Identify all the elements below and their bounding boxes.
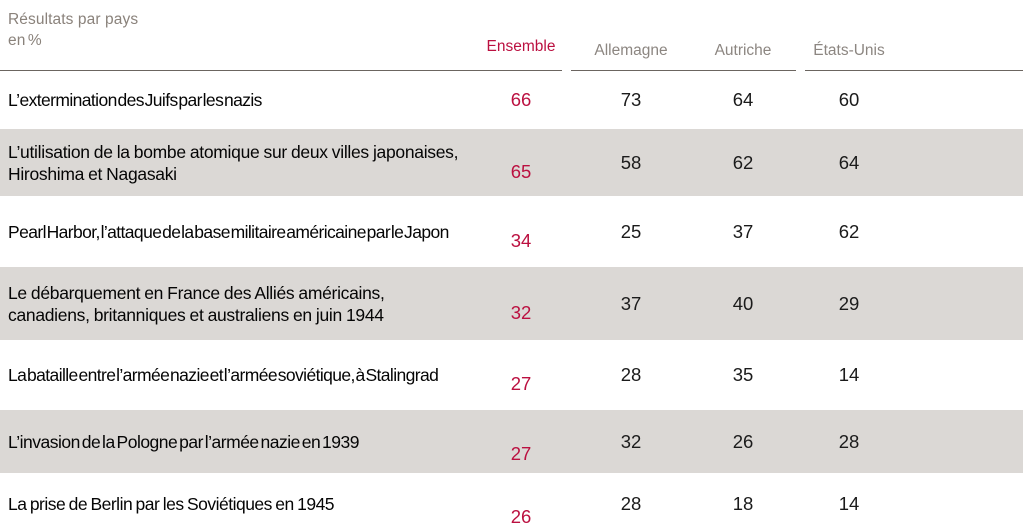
cell-autriche: 64 <box>732 89 754 110</box>
table-row: L’invasion de la Pologne par l’armée naz… <box>0 410 1023 473</box>
row-label: Le débarquement en France des Alliés amé… <box>8 282 385 325</box>
cell-etats-unis: 29 <box>838 292 860 314</box>
cell-autriche: 26 <box>732 430 754 452</box>
cell-autriche: 37 <box>732 220 754 242</box>
cell-etats-unis: 60 <box>838 89 860 110</box>
cell-ensemble: 32 <box>510 301 532 323</box>
table-title-line1: Résultats par pays <box>8 11 139 28</box>
cell-allemagne: 25 <box>620 220 642 242</box>
cell-ensemble: 27 <box>510 442 532 464</box>
cell-ensemble: 66 <box>510 89 532 110</box>
cell-autriche: 35 <box>732 364 754 385</box>
header-rule-gap <box>796 70 805 71</box>
cell-etats-unis: 62 <box>838 220 860 242</box>
table-row: Pearl Harbor, l’attaque de la base milit… <box>0 196 1023 267</box>
column-header-autriche: Autriche <box>714 42 772 59</box>
row-label: L’invasion de la Pologne par l’armée naz… <box>8 431 359 452</box>
column-header-etats-unis: États-Unis <box>813 42 885 59</box>
table-body: L’extermination des Juifs par les nazis … <box>0 71 1023 525</box>
row-label: Pearl Harbor, l’attaque de la base milit… <box>8 221 449 242</box>
cell-allemagne: 28 <box>620 493 642 514</box>
row-label: La bataille entre l’armée nazie et l’arm… <box>8 365 439 385</box>
cell-allemagne: 37 <box>620 292 642 314</box>
row-label: L’utilisation de la bombe atomique sur d… <box>8 141 459 184</box>
table-row: L’utilisation de la bombe atomique sur d… <box>0 129 1023 196</box>
table-row: La prise de Berlin par les Soviétiques e… <box>0 473 1023 525</box>
column-header-ensemble: Ensemble <box>486 38 556 55</box>
cell-autriche: 62 <box>732 151 754 173</box>
header-rule <box>0 70 1023 71</box>
cell-autriche: 40 <box>732 292 754 314</box>
header-rule-gap <box>562 70 571 71</box>
cell-allemagne: 28 <box>620 364 642 385</box>
table-title: Résultats par pays en % <box>8 9 138 51</box>
cell-allemagne: 73 <box>620 89 642 110</box>
table-row: Le débarquement en France des Alliés amé… <box>0 267 1023 340</box>
cell-allemagne: 32 <box>620 430 642 452</box>
column-header-allemagne: Allemagne <box>594 42 668 59</box>
cell-ensemble: 26 <box>510 506 532 525</box>
table-row: L’extermination des Juifs par les nazis … <box>0 71 1023 129</box>
table-row: La bataille entre l’armée nazie et l’arm… <box>0 340 1023 410</box>
table-header: Résultats par pays en % Ensemble Allemag… <box>0 0 1023 71</box>
cell-ensemble: 34 <box>510 229 532 251</box>
cell-etats-unis: 64 <box>838 151 860 173</box>
table-title-unit: en % <box>8 32 42 49</box>
cell-allemagne: 58 <box>620 151 642 173</box>
cell-autriche: 18 <box>732 493 754 514</box>
cell-ensemble: 27 <box>510 373 532 394</box>
row-label: L’extermination des Juifs par les nazis <box>8 90 262 110</box>
cell-etats-unis: 14 <box>838 364 860 385</box>
cell-etats-unis: 28 <box>838 430 860 452</box>
cell-etats-unis: 14 <box>838 493 860 514</box>
cell-ensemble: 65 <box>510 160 532 182</box>
row-label: La prise de Berlin par les Soviétiques e… <box>8 494 335 514</box>
